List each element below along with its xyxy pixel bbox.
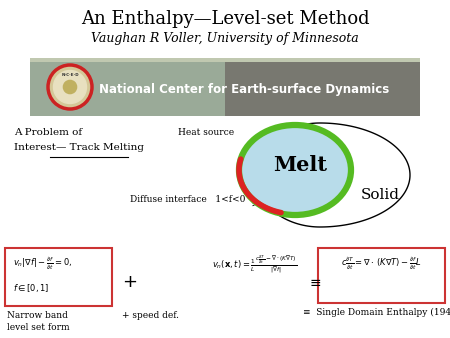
Text: Diffuse interface   1<f<0: Diffuse interface 1<f<0 xyxy=(130,195,245,204)
Text: $\equiv$: $\equiv$ xyxy=(307,275,322,289)
Circle shape xyxy=(54,71,86,103)
FancyBboxPatch shape xyxy=(318,248,445,303)
FancyBboxPatch shape xyxy=(30,58,225,116)
Text: $f \in [0,1]$: $f \in [0,1]$ xyxy=(13,282,49,294)
Text: An Enthalpy—Level-set Method: An Enthalpy—Level-set Method xyxy=(81,10,369,28)
Text: Vaughan R Voller, University of Minnesota: Vaughan R Voller, University of Minnesot… xyxy=(91,32,359,45)
Text: ≡  Single Domain Enthalpy (1947): ≡ Single Domain Enthalpy (1947) xyxy=(303,308,450,317)
Text: + speed def.: + speed def. xyxy=(122,311,179,320)
FancyBboxPatch shape xyxy=(225,58,420,116)
Text: Heat source: Heat source xyxy=(178,128,234,137)
Polygon shape xyxy=(255,123,410,227)
Text: $v_n(\mathbf{x},t) = \frac{1}{L}\frac{c\frac{\partial T}{\partial t} - \nabla\cd: $v_n(\mathbf{x},t) = \frac{1}{L}\frac{c\… xyxy=(212,253,297,275)
Ellipse shape xyxy=(240,126,350,214)
Text: N·C·E·D: N·C·E·D xyxy=(61,73,79,77)
Text: level set form: level set form xyxy=(7,323,70,332)
Text: National Center for Earth-surface Dynamics: National Center for Earth-surface Dynami… xyxy=(99,82,390,96)
FancyBboxPatch shape xyxy=(5,248,112,306)
Text: $v_n|\nabla f| - \frac{\partial f}{\partial t} = 0,$: $v_n|\nabla f| - \frac{\partial f}{\part… xyxy=(13,256,72,272)
FancyBboxPatch shape xyxy=(30,58,420,62)
Text: Interest— Track Melting: Interest— Track Melting xyxy=(14,143,144,152)
Text: $+$: $+$ xyxy=(122,273,137,291)
Circle shape xyxy=(63,80,76,94)
Text: A Problem of: A Problem of xyxy=(14,128,82,137)
Text: Melt: Melt xyxy=(273,155,327,175)
Circle shape xyxy=(48,65,92,109)
Text: Narrow band: Narrow band xyxy=(7,311,68,320)
Text: $c\frac{\partial T}{\partial t} = \nabla\cdot\,(K\nabla T) - \frac{\partial f}{\: $c\frac{\partial T}{\partial t} = \nabla… xyxy=(341,256,422,272)
Text: Solid: Solid xyxy=(360,188,400,202)
